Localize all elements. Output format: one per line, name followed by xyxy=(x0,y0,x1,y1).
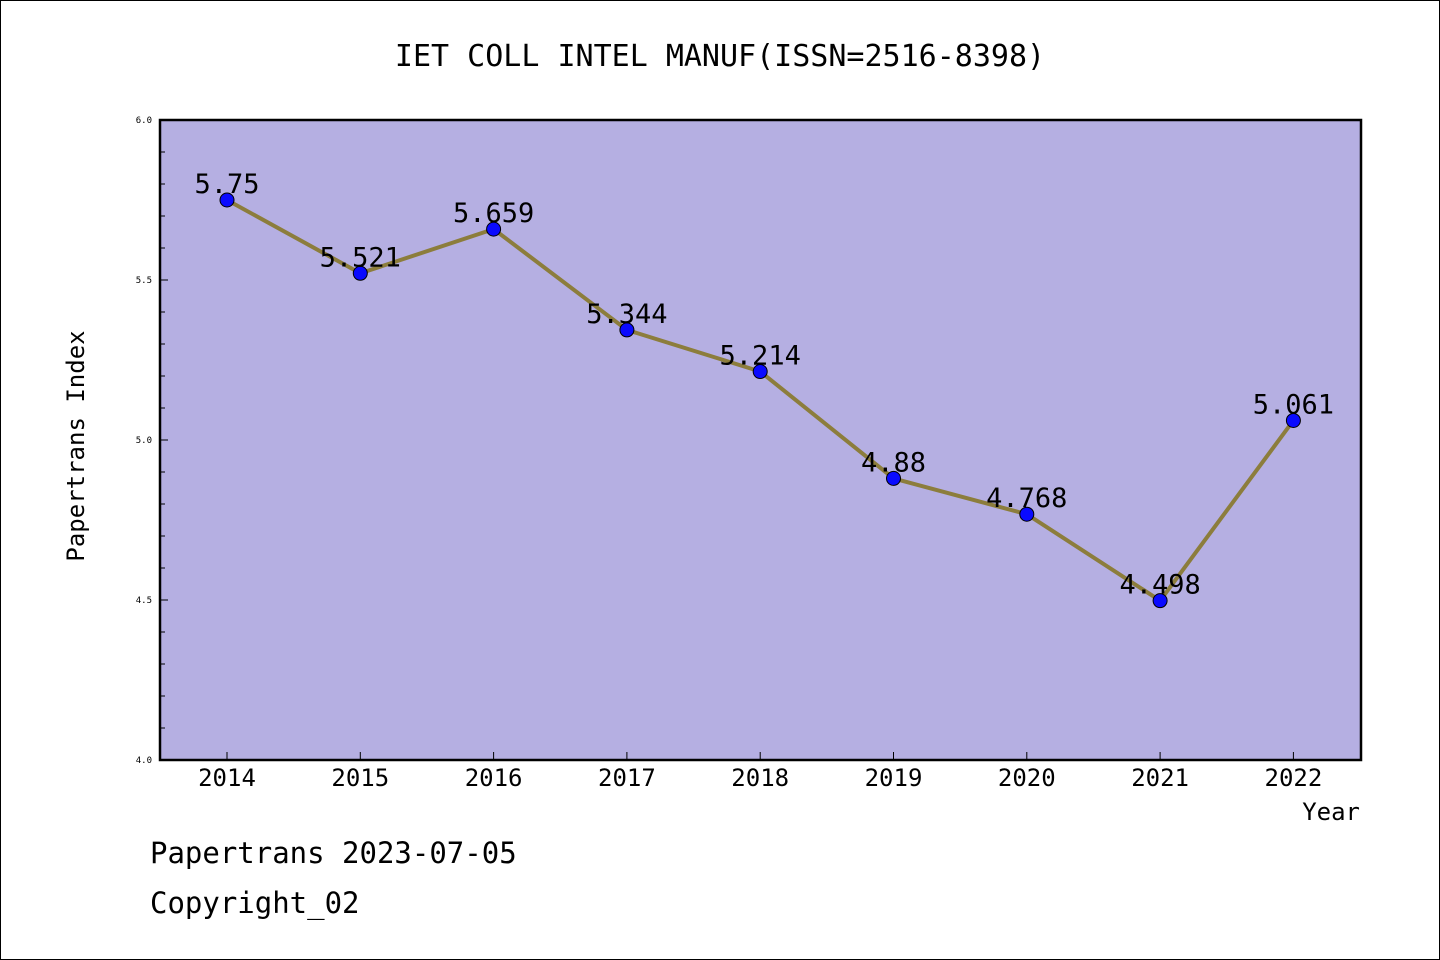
y-tick-label: 6.0 xyxy=(136,116,152,126)
x-tick-label: 2016 xyxy=(465,764,523,792)
data-point xyxy=(886,470,901,486)
data-point xyxy=(486,221,502,237)
data-label: 4.88 xyxy=(861,447,926,478)
data-label: 5.061 xyxy=(1253,389,1334,420)
data-label: 4.498 xyxy=(1119,570,1200,601)
data-label: 5.344 xyxy=(586,299,667,330)
data-labels: 5.75 5.521 5.659 5.344 5.214 4.88 4.768 4.498 5.… xyxy=(194,169,1334,601)
data-label: 5.75 xyxy=(194,169,259,200)
x-tick-label: 2019 xyxy=(865,764,923,792)
x-tick-label: 2017 xyxy=(598,764,656,792)
y-tick-label: 5.0 xyxy=(136,436,152,446)
x-tick-label: 2018 xyxy=(731,764,789,792)
x-tick-label: 2014 xyxy=(198,764,256,792)
footer-copyright: Copyright_02 xyxy=(150,886,360,920)
chart-title: IET COLL INTEL MANUF(ISSN=2516-8398) xyxy=(395,39,1045,74)
data-label: 5.659 xyxy=(453,198,534,229)
series-markers xyxy=(219,192,1301,609)
footer-date: Papertrans 2023-07-05 xyxy=(150,836,517,870)
data-point xyxy=(352,265,368,281)
data-point xyxy=(1285,412,1301,428)
x-axis: 2014 2015 2016 2017 2018 2019 2020 2021 2022 xyxy=(198,752,1322,792)
x-axis-label: Year xyxy=(1302,798,1360,826)
data-label: 4.768 xyxy=(986,483,1067,514)
y-tick-label: 5.5 xyxy=(136,276,152,286)
x-tick-label: 2021 xyxy=(1131,764,1189,792)
data-label: 5.521 xyxy=(320,242,401,273)
plot-area xyxy=(158,118,1363,762)
data-label: 5.214 xyxy=(720,341,801,372)
y-tick-label: 4.0 xyxy=(136,756,152,766)
data-point xyxy=(619,322,635,338)
x-tick-label: 2022 xyxy=(1265,764,1323,792)
data-point xyxy=(219,192,235,208)
data-point xyxy=(1152,593,1168,609)
y-axis-label: Papertrans Index xyxy=(62,330,90,561)
y-tick-label: 4.5 xyxy=(136,596,152,606)
x-tick-label: 2020 xyxy=(998,764,1056,792)
data-point xyxy=(1019,506,1035,522)
x-tick-label: 2015 xyxy=(331,764,389,792)
data-point xyxy=(752,364,768,380)
y-axis: 4.0 4.5 5.0 5.5 6.0 xyxy=(136,116,168,766)
